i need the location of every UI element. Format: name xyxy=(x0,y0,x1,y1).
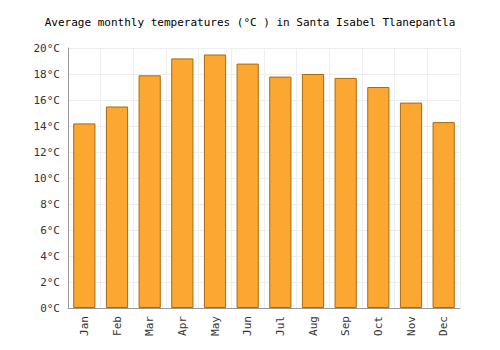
svg-text:Sep: Sep xyxy=(339,316,352,336)
svg-text:Jan: Jan xyxy=(78,316,91,336)
svg-text:Oct: Oct xyxy=(372,316,385,336)
svg-text:Mar: Mar xyxy=(143,316,156,336)
svg-text:Apr: Apr xyxy=(176,316,189,336)
svg-text:18°C: 18°C xyxy=(34,68,61,81)
svg-text:4°C: 4°C xyxy=(40,250,60,263)
svg-text:12°C: 12°C xyxy=(34,146,61,159)
svg-text:10°C: 10°C xyxy=(34,172,61,185)
svg-text:20°C: 20°C xyxy=(34,42,61,55)
svg-text:16°C: 16°C xyxy=(34,94,61,107)
svg-text:Jun: Jun xyxy=(241,316,254,336)
svg-text:Aug: Aug xyxy=(307,316,320,336)
svg-text:8°C: 8°C xyxy=(40,198,60,211)
svg-text:2°C: 2°C xyxy=(40,276,60,289)
svg-text:Feb: Feb xyxy=(111,316,124,336)
svg-text:0°C: 0°C xyxy=(40,302,60,315)
svg-text:Average monthly temperatures (: Average monthly temperatures (°C ) in Sa… xyxy=(45,16,456,29)
svg-text:Nov: Nov xyxy=(405,316,418,336)
svg-text:Dec: Dec xyxy=(437,316,450,336)
svg-text:Jul: Jul xyxy=(274,316,287,336)
svg-text:14°C: 14°C xyxy=(34,120,61,133)
svg-text:May: May xyxy=(209,316,222,336)
svg-text:6°C: 6°C xyxy=(40,224,60,237)
